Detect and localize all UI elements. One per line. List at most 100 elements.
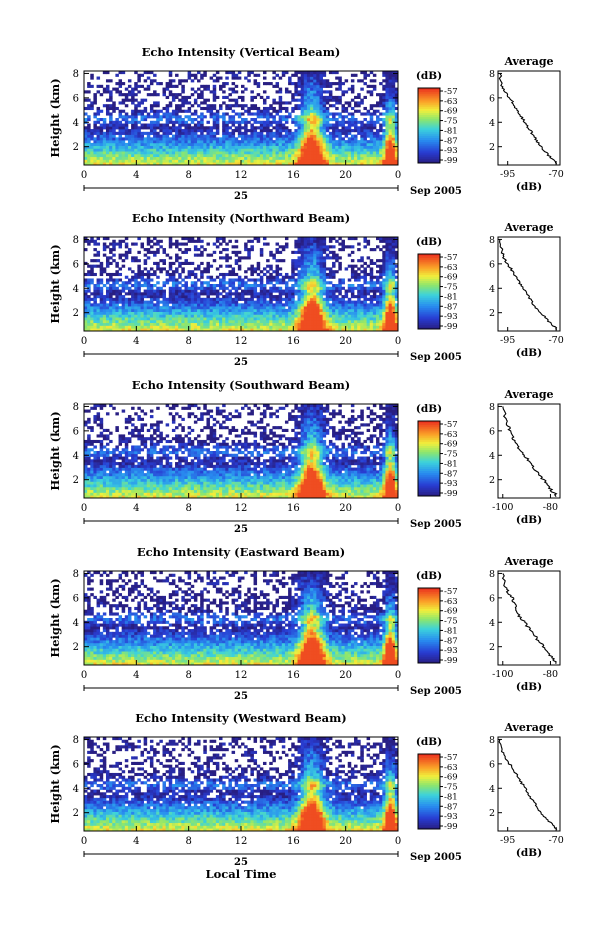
heatmap-cell bbox=[184, 95, 188, 99]
heatmap-cell bbox=[385, 148, 389, 152]
heatmap-cell bbox=[262, 237, 267, 241]
heatmap-cell bbox=[376, 306, 380, 310]
heatmap-cell bbox=[262, 328, 267, 332]
heatmap-cell bbox=[269, 267, 273, 271]
heatmap-cell bbox=[253, 159, 258, 163]
heatmap-cell bbox=[259, 140, 264, 144]
heatmap-cell bbox=[357, 295, 361, 299]
heatmap-cell bbox=[203, 281, 207, 285]
heatmap-cell bbox=[313, 303, 317, 307]
heatmap-cell bbox=[319, 129, 323, 133]
heatmap-cell bbox=[105, 264, 110, 268]
heatmap-cell bbox=[156, 264, 160, 268]
heatmap-cell bbox=[338, 151, 342, 155]
heatmap-cell bbox=[112, 259, 116, 263]
heatmap-cell bbox=[325, 295, 330, 299]
heatmap-cell bbox=[332, 297, 336, 301]
heatmap-cell bbox=[93, 253, 97, 257]
heatmap-cell bbox=[294, 90, 298, 94]
heatmap-cell bbox=[281, 259, 286, 263]
heatmap-cell bbox=[288, 115, 292, 119]
heatmap-cell bbox=[121, 131, 126, 135]
heatmap-cell bbox=[203, 106, 207, 111]
heatmap-cell bbox=[350, 129, 355, 133]
heatmap-cell bbox=[275, 314, 280, 318]
heatmap-cell bbox=[165, 303, 170, 307]
heatmap-cell bbox=[382, 259, 386, 263]
heatmap-cell bbox=[178, 295, 182, 299]
heatmap-cell bbox=[338, 123, 342, 127]
heatmap-cell bbox=[366, 272, 371, 277]
heatmap-cell bbox=[310, 245, 314, 249]
heatmap-cell bbox=[297, 311, 302, 315]
heatmap-cell bbox=[127, 278, 132, 282]
heatmap-cell bbox=[357, 79, 361, 83]
heatmap-cell bbox=[222, 319, 226, 324]
heatmap-cell bbox=[112, 300, 116, 304]
heatmap-cell bbox=[306, 162, 311, 166]
heatmap-cell bbox=[338, 256, 342, 260]
heatmap-cell bbox=[335, 300, 339, 304]
heatmap-cell bbox=[385, 95, 389, 99]
heatmap-cell bbox=[385, 242, 389, 246]
heatmap-cell bbox=[319, 145, 323, 149]
heatmap-cell bbox=[284, 134, 289, 138]
heatmap-cell bbox=[366, 162, 371, 166]
heatmap-cell bbox=[319, 239, 323, 243]
heatmap-cell bbox=[241, 278, 245, 282]
heatmap-cell bbox=[366, 156, 371, 160]
heatmap-cell bbox=[178, 142, 182, 146]
heatmap-cell bbox=[184, 242, 188, 246]
heatmap-cell bbox=[347, 120, 352, 124]
heatmap-cell bbox=[222, 101, 226, 105]
heatmap-cell bbox=[303, 76, 308, 80]
heatmap-cell bbox=[262, 71, 267, 75]
heatmap-cell bbox=[168, 272, 173, 277]
heatmap-cell bbox=[288, 317, 292, 321]
heatmap-cell bbox=[269, 140, 273, 144]
heatmap-cell bbox=[394, 126, 399, 130]
heatmap-cell bbox=[212, 98, 217, 102]
heatmap-cell bbox=[297, 129, 302, 133]
heatmap-cell bbox=[84, 292, 88, 296]
heatmap-cell bbox=[165, 84, 170, 88]
heatmap-cell bbox=[168, 325, 173, 329]
heatmap-cell bbox=[190, 148, 195, 152]
heatmap-cell bbox=[316, 140, 320, 144]
heatmap-cell bbox=[262, 286, 267, 290]
heatmap-cell bbox=[146, 284, 151, 288]
heatmap-cell bbox=[306, 98, 311, 102]
heatmap-cell bbox=[228, 104, 232, 108]
heatmap-cell bbox=[354, 134, 358, 138]
heatmap-cell bbox=[284, 156, 289, 160]
heatmap-cell bbox=[297, 84, 302, 88]
heatmap-cell bbox=[284, 153, 289, 158]
heatmap-cell bbox=[84, 248, 88, 252]
heatmap-cell bbox=[112, 308, 116, 312]
heatmap-cell bbox=[363, 162, 367, 166]
heatmap-cell bbox=[162, 134, 166, 138]
heatmap-cell bbox=[121, 311, 126, 315]
heatmap-cell bbox=[200, 297, 204, 301]
heatmap-cell bbox=[228, 115, 232, 119]
heatmap-cell bbox=[297, 93, 302, 97]
heatmap-cell bbox=[231, 267, 236, 271]
heatmap-cell bbox=[310, 109, 314, 113]
heatmap-cell bbox=[96, 314, 101, 318]
heatmap-cell bbox=[376, 137, 380, 141]
heatmap-cell bbox=[291, 140, 295, 144]
heatmap-cell bbox=[363, 325, 367, 329]
heatmap-cell bbox=[212, 145, 217, 149]
heatmap-cell bbox=[297, 303, 302, 307]
heatmap-cell bbox=[272, 118, 276, 122]
heatmap-cell bbox=[354, 73, 358, 77]
heatmap-cell bbox=[209, 325, 214, 329]
heatmap-cell bbox=[215, 289, 220, 293]
heatmap-cell bbox=[341, 90, 345, 94]
heatmap-cell bbox=[388, 140, 393, 144]
heatmap-cell bbox=[112, 104, 116, 108]
heatmap-cell bbox=[325, 286, 330, 290]
heatmap-cell bbox=[190, 311, 195, 315]
heatmap-cell bbox=[222, 123, 226, 127]
heatmap-cell bbox=[93, 308, 97, 312]
